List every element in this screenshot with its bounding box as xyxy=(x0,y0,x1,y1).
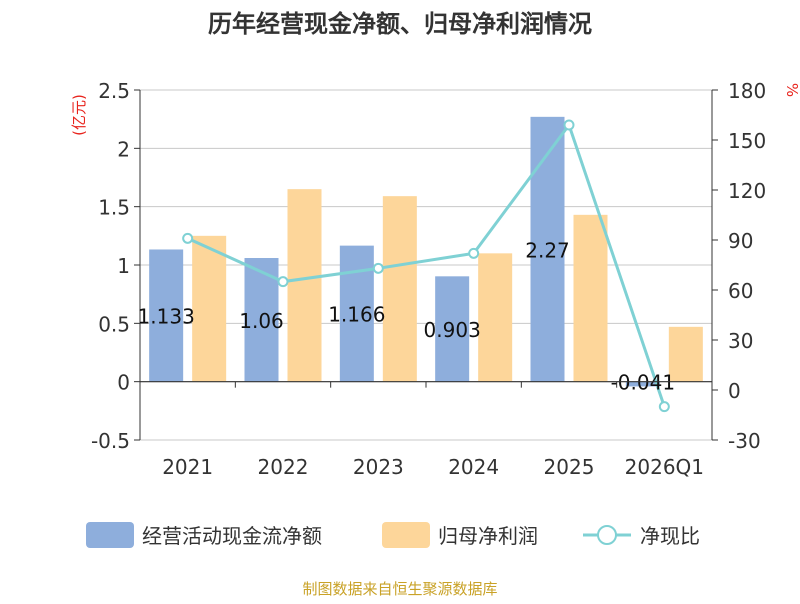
right-tick-label: 120 xyxy=(728,179,766,203)
legend-swatch-cashflow xyxy=(86,522,134,548)
x-tick-label: 2026Q1 xyxy=(625,455,704,479)
right-tick-label: 0 xyxy=(728,379,741,403)
line-series xyxy=(182,119,670,413)
cashflow-data-label: 2.27 xyxy=(525,238,570,262)
x-tick-label: 2023 xyxy=(353,455,404,479)
ratio-line xyxy=(187,121,666,408)
ratio-point xyxy=(658,401,670,413)
left-axis-unit: (亿元) xyxy=(70,94,88,136)
right-tick-label: 60 xyxy=(728,279,753,303)
bar-data-labels: 1.133 1.06 1.166 0.903 2.27 -0.041 xyxy=(138,238,676,394)
cashflow-data-label: 1.06 xyxy=(239,309,284,333)
legend-label-cashflow: 经营活动现金流净额 xyxy=(142,524,322,548)
legend: 经营活动现金流净额 归母净利润 净现比 xyxy=(86,522,700,548)
left-tick-label: 2.5 xyxy=(98,79,130,103)
bar-cashflow xyxy=(625,381,660,387)
cashflow-data-label: -0.041 xyxy=(611,371,675,395)
bar-cashflow xyxy=(530,116,565,382)
right-tick-label: -30 xyxy=(728,429,761,453)
left-tick-label: -0.5 xyxy=(91,429,130,453)
legend-marker-ratio xyxy=(597,525,617,545)
left-axis: -0.5 0 0.5 1 1.5 2 2.5 xyxy=(91,79,141,453)
x-tick-label: 2022 xyxy=(258,455,309,479)
bar-net-profit xyxy=(668,326,703,382)
bar-cashflow xyxy=(435,276,470,382)
left-tick-label: 1.5 xyxy=(98,196,130,220)
bar-cashflow xyxy=(149,249,184,382)
legend-label-ratio: 净现比 xyxy=(640,524,700,548)
legend-item-net-profit[interactable]: 归母净利润 xyxy=(382,522,538,548)
bar-net-profit xyxy=(192,235,227,382)
bar-net-profit xyxy=(573,214,608,382)
right-tick-label: 150 xyxy=(728,129,766,153)
ratio-point xyxy=(468,247,480,259)
bar-net-profit xyxy=(287,189,322,382)
legend-item-cashflow[interactable]: 经营活动现金流净额 xyxy=(86,522,322,548)
chart-title: 历年经营现金净额、归母净利润情况 xyxy=(208,10,592,38)
x-tick-label: 2021 xyxy=(162,455,213,479)
right-tick-label: 30 xyxy=(728,329,753,353)
left-tick-label: 0.5 xyxy=(98,312,130,336)
ratio-point xyxy=(563,119,575,131)
source-note: 制图数据来自恒生聚源数据库 xyxy=(302,580,497,598)
legend-label-net-profit: 归母净利润 xyxy=(438,524,538,548)
right-tick-label: 90 xyxy=(728,229,753,253)
right-axis: -30 0 30 60 90 120 150 180 xyxy=(711,79,766,453)
right-axis-unit: % xyxy=(783,83,800,97)
x-tick-label: 2024 xyxy=(448,455,499,479)
legend-swatch-net-profit xyxy=(382,522,430,548)
left-tick-label: 1 xyxy=(117,254,130,278)
left-tick-label: 2 xyxy=(117,137,130,161)
x-axis: 2021 2022 2023 2024 2025 2026Q1 xyxy=(140,381,712,479)
right-tick-label: 180 xyxy=(728,79,766,103)
cashflow-data-label: 1.166 xyxy=(328,303,385,327)
bar-net-profit xyxy=(478,253,513,382)
left-tick-label: 0 xyxy=(117,371,130,395)
x-tick-label: 2025 xyxy=(544,455,595,479)
bar-net-profit xyxy=(382,196,417,382)
bar-series xyxy=(149,116,703,387)
legend-item-ratio[interactable]: 净现比 xyxy=(583,524,700,548)
ratio-point xyxy=(372,262,384,274)
ratio-point xyxy=(182,232,194,244)
ratio-point xyxy=(277,276,289,288)
cashflow-data-label: 0.903 xyxy=(424,318,481,342)
cashflow-data-label: 1.133 xyxy=(138,305,195,329)
